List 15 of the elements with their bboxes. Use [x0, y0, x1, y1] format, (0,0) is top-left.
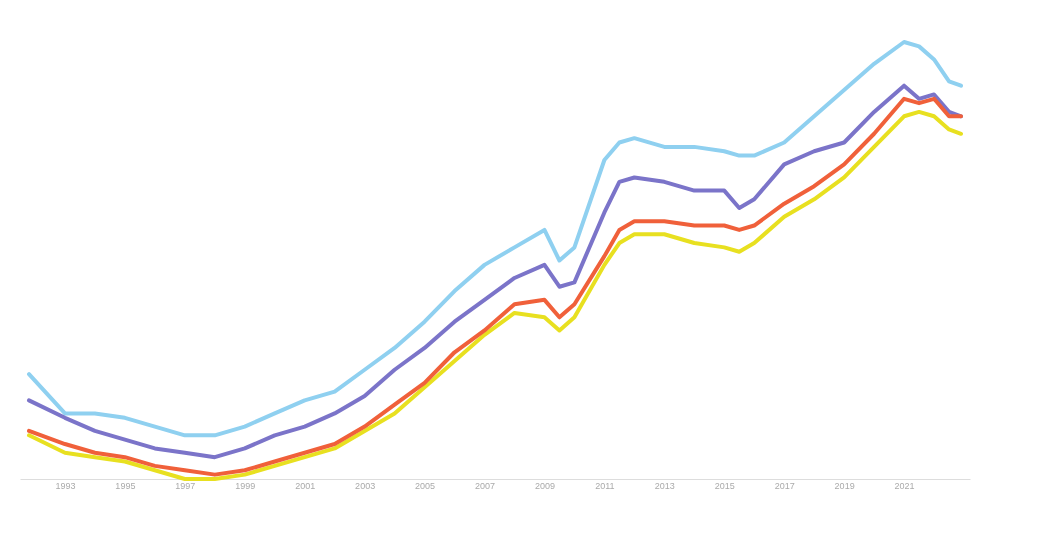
x-tick-label: 1993	[55, 480, 76, 491]
x-tick-label: 2013	[654, 480, 675, 491]
x-tick-label: 2019	[834, 480, 855, 491]
x-tick-label: 2015	[714, 480, 735, 491]
x-tick-label: 1997	[175, 480, 196, 491]
x-tick-label: 2003	[355, 480, 376, 491]
x-tick-label: 2007	[475, 480, 496, 491]
x-tick-label: 2001	[295, 480, 316, 491]
x-tick-label: 1999	[235, 480, 256, 491]
x-tick-label: 2009	[534, 480, 555, 491]
x-tick-label: 2011	[595, 480, 615, 491]
x-tick-label: 2017	[774, 480, 795, 491]
x-tick-label: 1995	[115, 480, 136, 491]
x-tick-label: 2021	[894, 480, 915, 491]
x-tick-label: 2005	[415, 480, 436, 491]
